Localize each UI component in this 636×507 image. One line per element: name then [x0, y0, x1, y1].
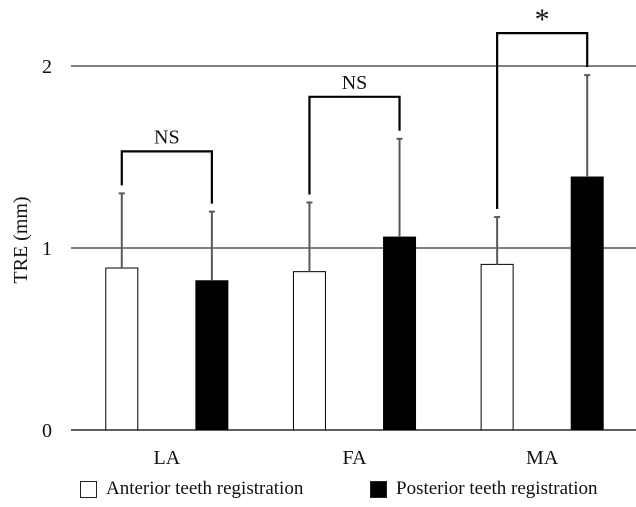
bar-fa-anterior	[292, 271, 326, 431]
significance-bracket-fa	[308, 95, 401, 195]
y-tick-label-2: 2	[42, 56, 52, 78]
legend-swatch-anterior	[80, 480, 97, 498]
legend-item-posterior: Posterior teeth registration	[370, 478, 598, 500]
bar-ma-posterior	[570, 176, 604, 431]
bar-la-posterior	[195, 280, 229, 431]
significance-label-la: NS	[154, 126, 180, 148]
legend: Anterior teeth registration Posterior te…	[0, 478, 636, 504]
significance-bracket-la	[120, 150, 213, 204]
legend-label-anterior: Anterior teeth registration	[106, 478, 304, 499]
bar-fa-posterior	[383, 236, 417, 431]
y-tick-label-0: 0	[42, 420, 52, 442]
bar-la-anterior	[105, 267, 139, 431]
significance-label-ma: *	[535, 3, 550, 36]
bar-ma-anterior	[480, 263, 514, 431]
significance-label-fa: NS	[342, 72, 368, 94]
legend-swatch-posterior	[370, 480, 387, 498]
y-axis-label: TRE (mm)	[10, 196, 32, 283]
x-tick-label-la: LA	[153, 447, 180, 469]
significance-bracket-ma	[496, 32, 589, 210]
y-tick-label-1: 1	[42, 238, 52, 260]
legend-item-anterior: Anterior teeth registration	[80, 478, 303, 500]
bar-chart: NS NS * 0 1 2 LA FA MA TRE (mm)	[10, 3, 636, 469]
x-tick-label-ma: MA	[526, 447, 559, 469]
x-tick-label-fa: FA	[342, 447, 367, 469]
legend-label-posterior: Posterior teeth registration	[396, 478, 598, 499]
